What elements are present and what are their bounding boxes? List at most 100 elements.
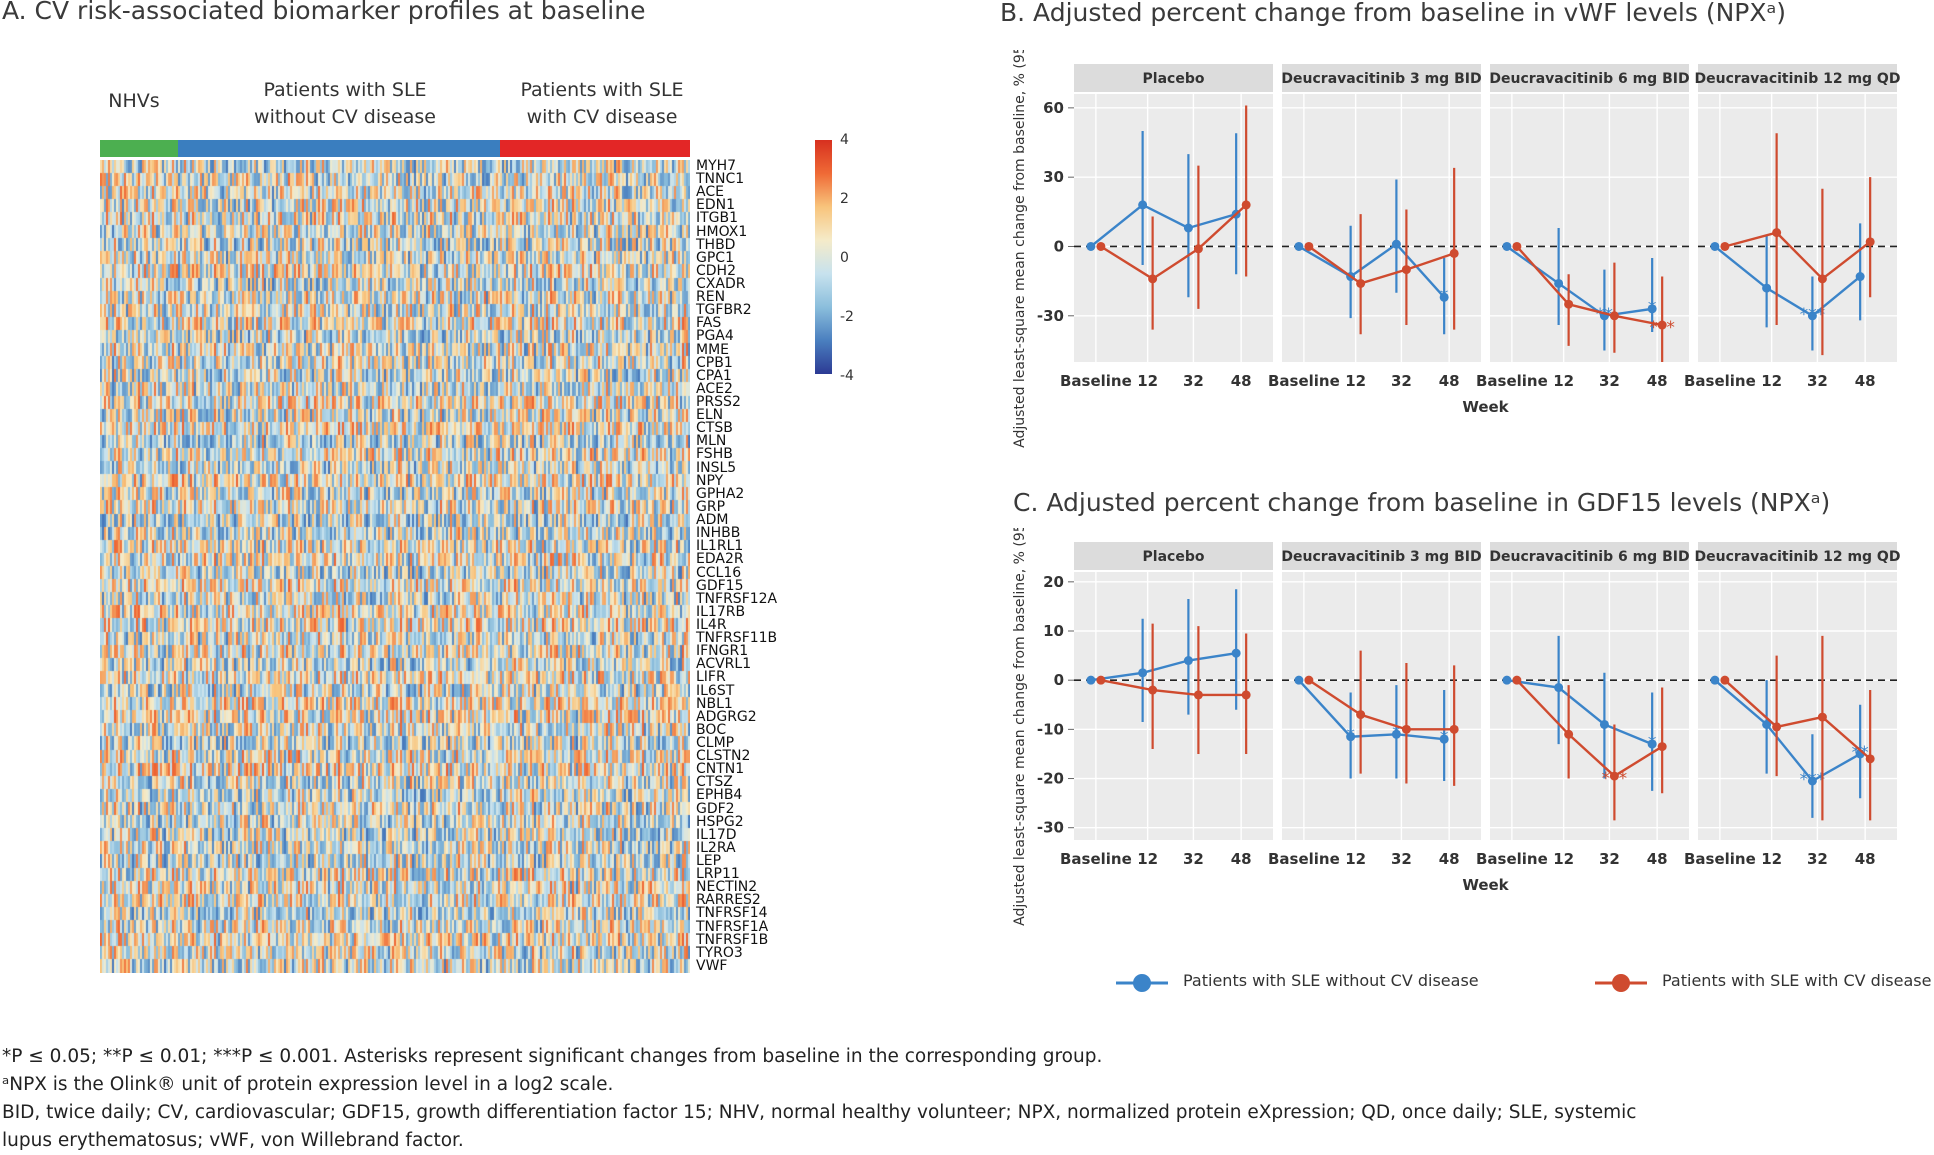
panel-b-chart: Adjusted least-square mean change from b…	[1012, 50, 1900, 448]
gene-label: CDH2	[696, 262, 736, 279]
gene-label: TGFBR2	[696, 302, 752, 319]
panel-c-data-point	[1391, 729, 1401, 739]
gene-label: REN	[696, 289, 726, 306]
gene-label: ACVRL1	[696, 656, 752, 673]
color-tick-2: 2	[840, 191, 849, 207]
group-bar-nhvs	[100, 140, 178, 157]
panel-c-data-point	[1865, 754, 1875, 764]
gene-label: PGA4	[696, 328, 734, 345]
panel-c-x-tick-label: 48	[1855, 850, 1876, 868]
heatmap-grid	[100, 160, 690, 973]
panel-b-series-line	[1724, 231, 1871, 281]
panel-b-x-tick-label: 48	[1231, 372, 1252, 390]
gene-label: CLMP	[696, 734, 735, 751]
gene-label: NBL1	[696, 695, 733, 712]
gene-label: IFNGR1	[696, 643, 749, 660]
panel-c-x-tick-label: Baseline	[1060, 850, 1132, 868]
color-tick-minus2: -2	[840, 309, 854, 325]
panel-c-series-line	[1516, 679, 1663, 778]
panel-c-x-tick-label: 32	[1391, 850, 1412, 868]
color-tick-minus4: -4	[840, 368, 854, 384]
gene-label: THBD	[696, 236, 736, 253]
panel-c-facet-title: Placebo	[1143, 549, 1205, 565]
panel-b-data-point	[1807, 311, 1817, 321]
panel-b-x-tick-label: 12	[1553, 372, 1574, 390]
legend-marker-with-cv	[1593, 968, 1649, 998]
gene-label: NPY	[696, 472, 724, 489]
panel-b-data-point	[1193, 244, 1203, 254]
panel-b-data-point	[1657, 320, 1667, 330]
panel-c-data-point	[1439, 734, 1449, 744]
panel-c-x-tick-label: 12	[1345, 850, 1366, 868]
panel-b-x-tick-label: Baseline	[1268, 372, 1340, 390]
panel-b-facet: Deucravacitinib 3 mg BID Baseline 12 32 48 *	[1268, 64, 1482, 390]
panel-b-significance-marker: *	[1440, 286, 1449, 306]
panel-c-series-line	[1100, 679, 1247, 697]
panel-c-facet-strip	[1490, 542, 1689, 570]
panel-b-data-point	[1855, 272, 1865, 282]
gene-label: GPHA2	[696, 485, 745, 502]
gene-label: ADGRG2	[696, 708, 757, 725]
gene-label: CLSTN2	[696, 748, 751, 765]
gene-label: ITGB1	[696, 210, 739, 227]
gene-label: GDF2	[696, 800, 735, 817]
gene-label: INSL5	[696, 459, 737, 476]
panel-c-data-point	[1346, 732, 1356, 742]
panel-c-data-point	[1241, 690, 1251, 700]
panel-b-data-point	[1502, 241, 1512, 251]
panel-c-data-point	[1817, 712, 1827, 722]
panel-b-data-point	[1554, 278, 1564, 288]
panel-c-data-point	[1183, 656, 1193, 666]
panel-b-x-tick-label: 48	[1855, 372, 1876, 390]
panel-b-x-tick-label: 48	[1647, 372, 1668, 390]
panel-c-data-point	[1512, 675, 1522, 685]
panel-c-facet-strip	[1074, 542, 1273, 570]
gene-label: HSPG2	[696, 813, 744, 830]
footnote-significance: *P ≤ 0.05; **P ≤ 0.01; ***P ≤ 0.001. Ast…	[2, 1046, 1103, 1067]
gene-label: IL6ST	[696, 682, 735, 699]
panel-b-x-tick-label: Baseline	[1060, 372, 1132, 390]
panel-c-data-point	[1502, 675, 1512, 685]
panel-c-x-tick-label: 12	[1553, 850, 1574, 868]
panel-b-data-point	[1294, 241, 1304, 251]
gene-label: LIFR	[696, 669, 726, 686]
panel-c-x-tick-label: Baseline	[1476, 850, 1548, 868]
panel-c-significance-marker: ***	[1602, 769, 1628, 789]
panel-c-chart: Adjusted least-square mean change from b…	[1012, 528, 1900, 926]
panel-c-data-point	[1096, 675, 1106, 685]
panel-b-x-tick-label: 12	[1345, 372, 1366, 390]
panel-c-series-line	[1090, 651, 1237, 682]
panel-b-data-point	[1720, 241, 1730, 251]
gene-label: TNNC1	[696, 171, 745, 188]
gene-label: MYH7	[696, 158, 737, 174]
color-scale-bar	[815, 140, 832, 374]
panel-c-facet-strip	[1282, 542, 1481, 570]
legend-marker-without-cv	[1114, 968, 1170, 998]
panel-c-y-tick-label: -10	[1037, 720, 1064, 738]
panel-c-facet: Placebo Baseline 12 32 48	[1060, 542, 1273, 868]
panel-b-data-point	[1138, 200, 1148, 210]
panel-b-series-line	[1100, 204, 1247, 281]
panel-b-significance-marker: ***	[1800, 305, 1826, 325]
footnote-npx: ᵃNPX is the Olink® unit of protein expre…	[2, 1074, 614, 1095]
panel-c-x-tick-label: 32	[1599, 850, 1620, 868]
panel-b-y-tick-label: 30	[1043, 168, 1064, 186]
panel-c-data-point	[1657, 742, 1667, 752]
panel-b-y-axis-title: Adjusted least-square mean change from b…	[1012, 50, 1028, 448]
panel-b-facet-title: Deucravacitinib 12 mg QD	[1695, 71, 1901, 87]
panel-b-x-tick-label: 32	[1807, 372, 1828, 390]
panel-b-data-point	[1183, 223, 1193, 233]
panel-b-data-point	[1449, 248, 1459, 258]
panel-c-x-tick-label: 48	[1231, 850, 1252, 868]
panel-c-data-point	[1710, 675, 1720, 685]
panel-c-significance-marker: ***	[1800, 770, 1826, 790]
panel-c-facet-title: Deucravacitinib 12 mg QD	[1695, 549, 1901, 565]
panel-b-facet: Deucravacitinib 12 mg QD Baseline 12 32 48 **…	[1684, 64, 1900, 390]
panel-c-y-tick-label: 20	[1043, 573, 1064, 591]
gene-label: HMOX1	[696, 223, 748, 240]
panel-c-y-tick-label: -30	[1037, 819, 1064, 837]
panel-b-data-point	[1512, 241, 1522, 251]
panel-b-facet-panel	[1490, 94, 1689, 362]
